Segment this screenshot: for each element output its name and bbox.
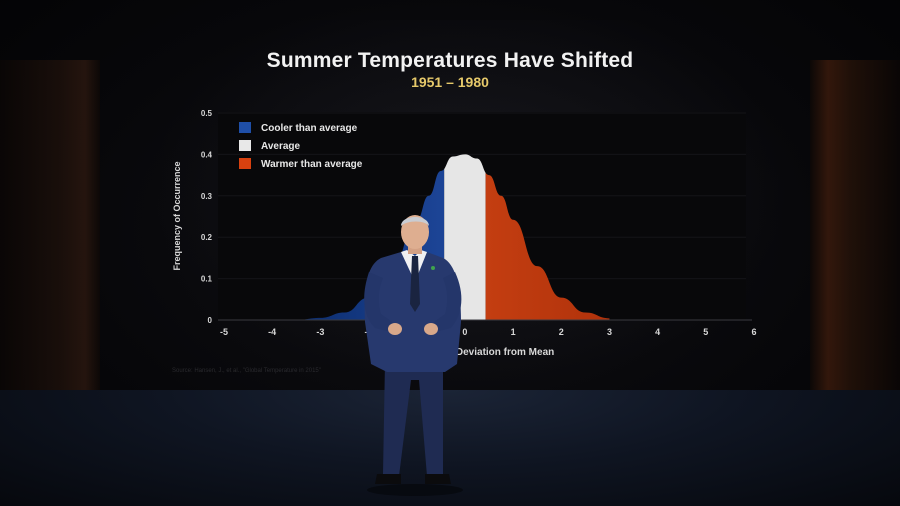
presenter-shadow (367, 484, 463, 496)
x-tick-label: -3 (316, 327, 324, 337)
presenter-head (401, 215, 429, 249)
y-tick-label: 0.5 (201, 109, 213, 118)
legend-label: Warmer than average (261, 159, 363, 170)
y-tick-label: 0.2 (201, 233, 213, 242)
presenter-left-hand (388, 323, 402, 335)
curtain-right (810, 60, 900, 400)
legend-label: Cooler than average (261, 123, 358, 134)
legend-swatch (239, 122, 251, 133)
x-tick-label: 0 (462, 327, 467, 337)
legend-swatch (239, 140, 251, 151)
presenter-right-arm (431, 272, 462, 332)
legend: Cooler than average Average Warmer than av… (239, 122, 363, 170)
presenter-lapel-pin (431, 266, 435, 270)
x-tick-label: -4 (268, 327, 276, 337)
slide-title: Summer Temperatures Have Shifted (266, 49, 634, 72)
presenter (364, 215, 463, 496)
source-credit: Source: Hansen, J., et al., "Global Temp… (172, 368, 321, 374)
legend-label: Average (261, 141, 301, 152)
curtain-left (0, 60, 100, 400)
presenter-left-arm (364, 272, 395, 332)
x-tick-label: 5 (703, 327, 708, 337)
presenter-right-hand (424, 323, 438, 335)
y-tick-label: 0.4 (201, 150, 213, 159)
y-tick-label: 0.1 (201, 275, 213, 284)
presenter-shoes (375, 474, 451, 484)
x-tick-label: 1 (511, 327, 516, 337)
legend-swatch (239, 158, 251, 169)
y-tick-labels: 0 0.1 0.2 0.3 0.4 0.5 (201, 109, 213, 325)
x-tick-labels: -5-4-3-2-10123456 (220, 327, 757, 337)
presenter-jacket (364, 252, 461, 372)
x-axis-label: Standard Deviation from Mean (410, 347, 554, 358)
slide-subtitle: 1951 – 1980 (411, 74, 489, 90)
x-tick-label: 3 (607, 327, 612, 337)
x-tick-label: 2 (559, 327, 564, 337)
presenter-legs (383, 362, 443, 476)
presenter-tie (410, 256, 420, 312)
x-tick-label: -5 (220, 327, 228, 337)
x-tick-label: 4 (655, 327, 660, 337)
y-tick-label: 0 (208, 316, 213, 325)
presenter-hair (401, 217, 429, 226)
y-axis-label: Frequency of Occurrence (172, 161, 182, 270)
x-tick-label: 6 (751, 327, 756, 337)
area-segment-warmer (485, 172, 610, 320)
y-tick-label: 0.3 (201, 192, 213, 201)
